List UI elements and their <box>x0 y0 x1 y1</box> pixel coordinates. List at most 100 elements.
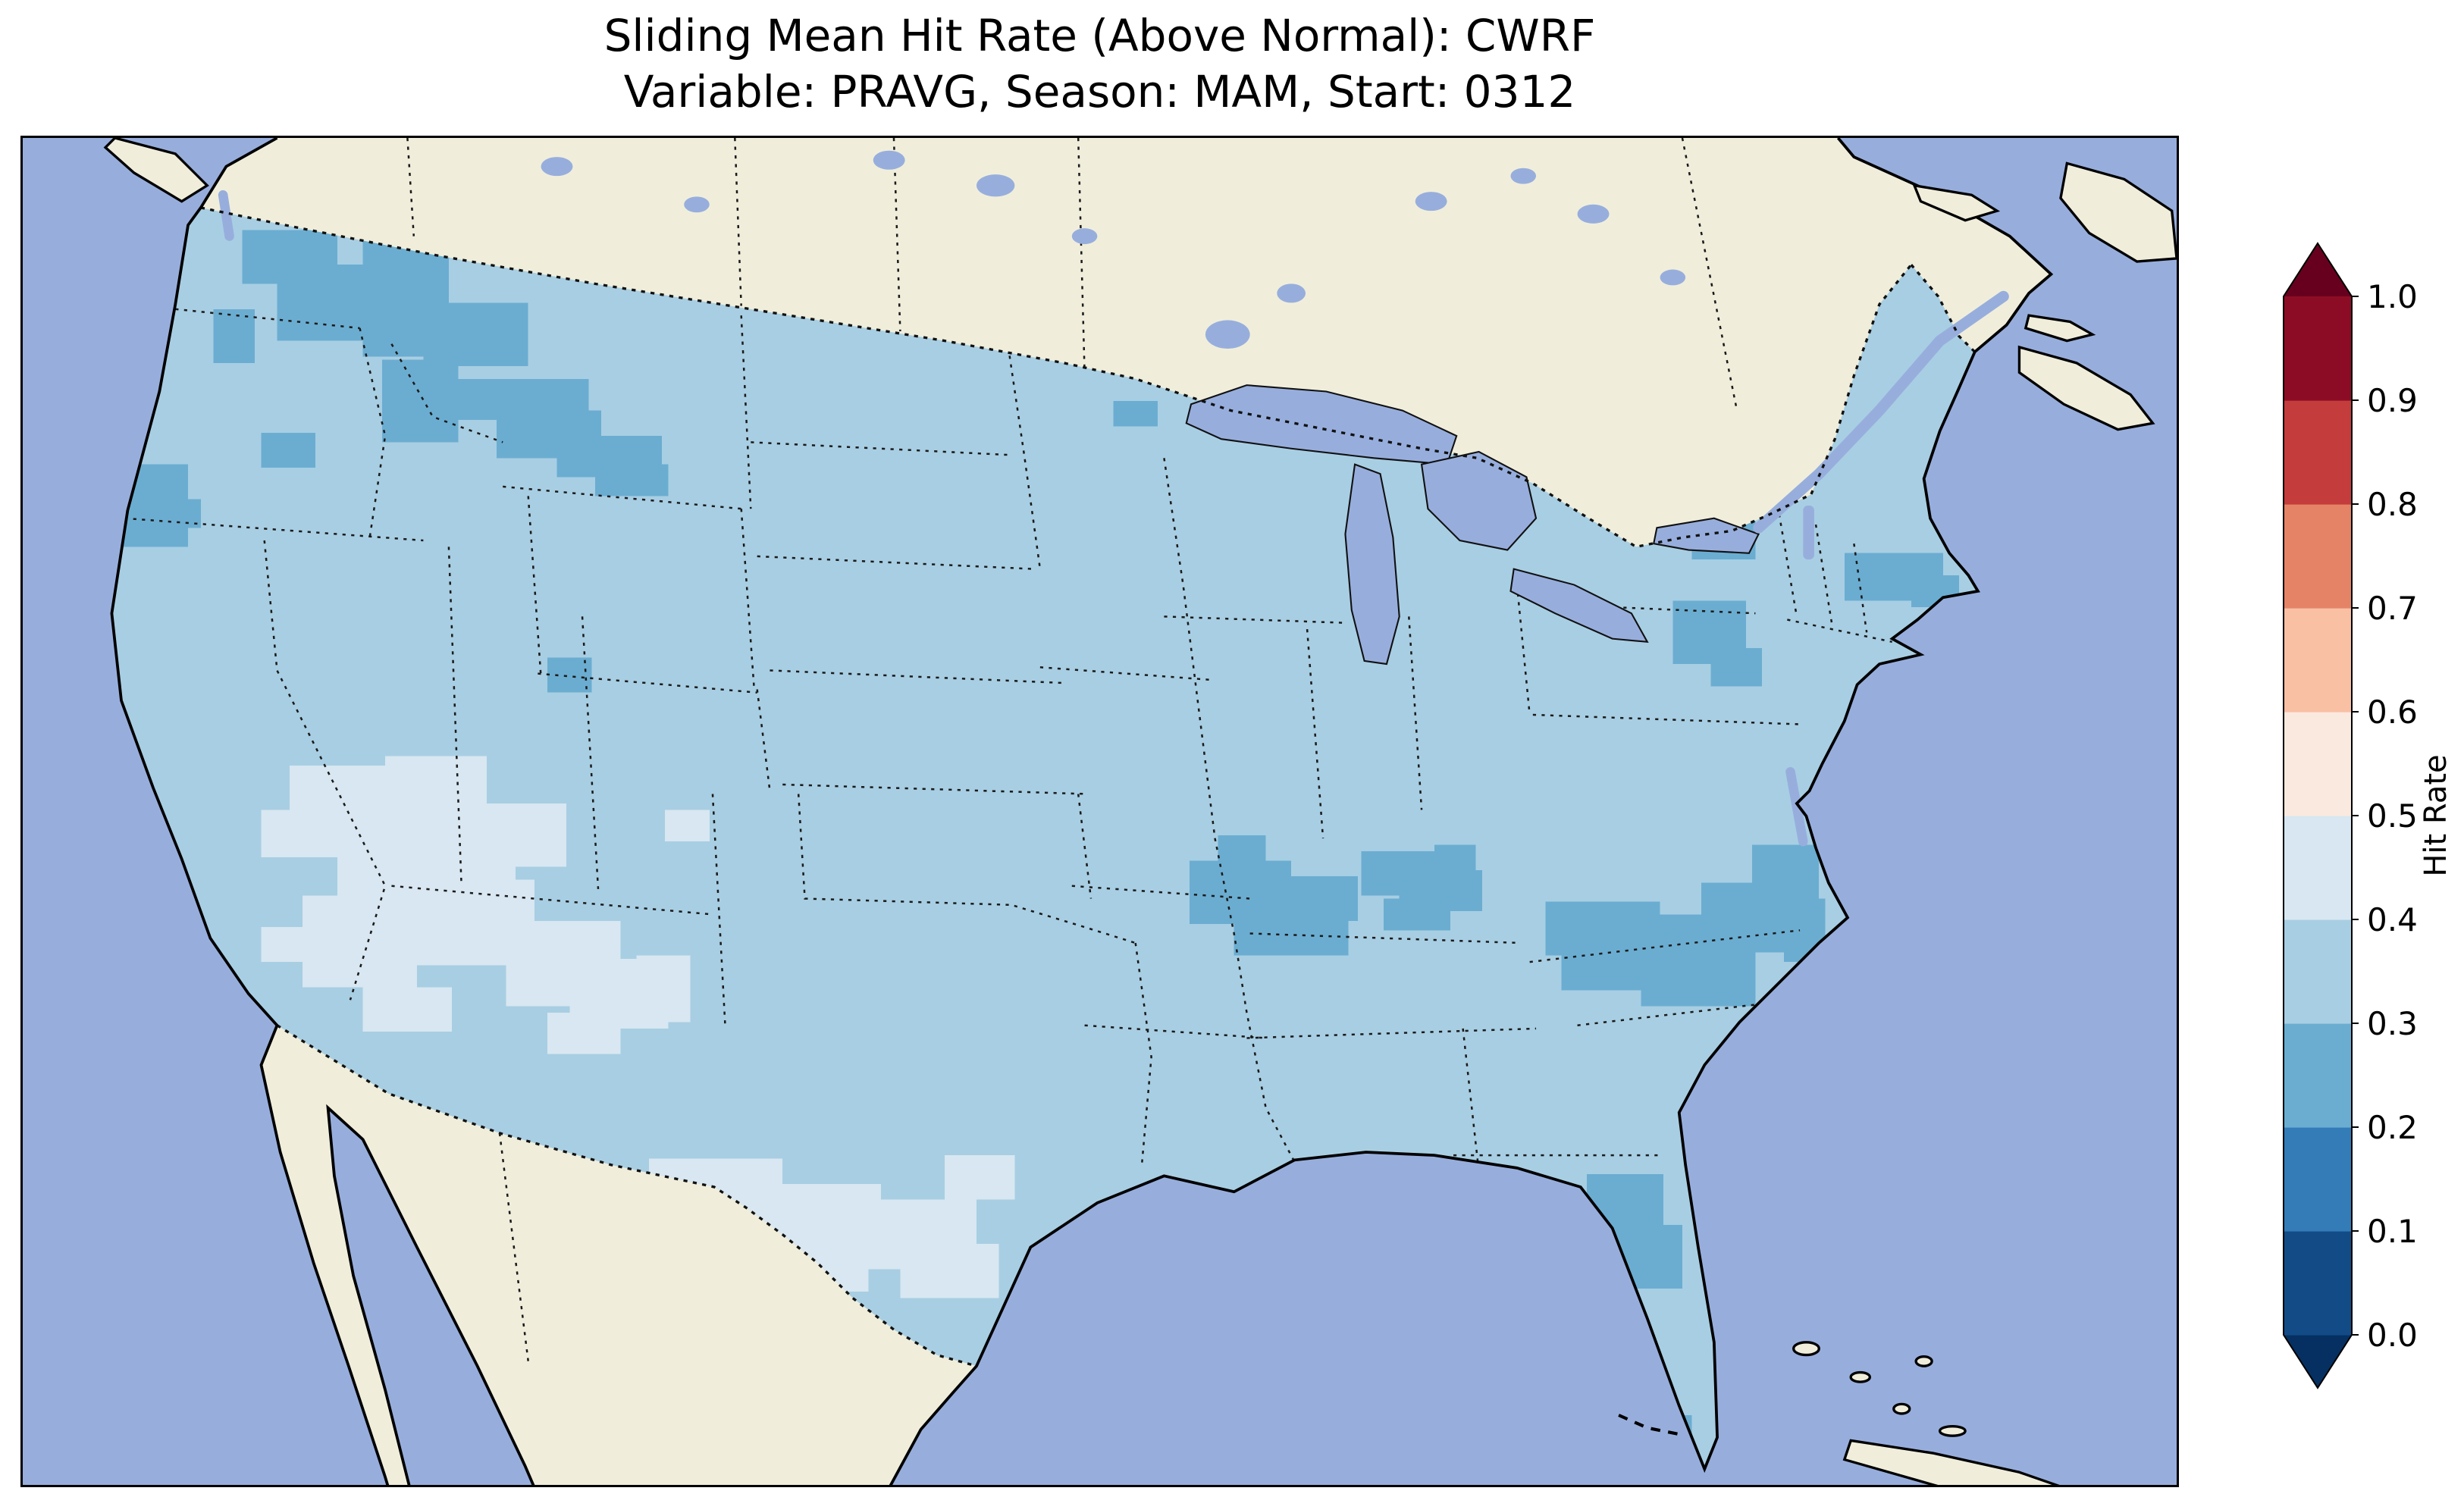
us-state-borders-shape <box>1776 505 1798 617</box>
us-state-borders-shape <box>1071 885 1250 900</box>
colorbar-segment-8 <box>2284 400 2352 505</box>
us-state-borders-shape <box>390 343 503 443</box>
colorbar-segment-2 <box>2284 1023 2352 1128</box>
hit-rate-patch-bin2 <box>547 657 592 693</box>
hit-rate-patch-bin2 <box>1218 835 1266 867</box>
canada-mexico-province-borders-shape <box>1681 138 1738 408</box>
lakes-shape <box>1577 204 1610 224</box>
st-lawrence-river <box>1753 290 2009 534</box>
colorbar-segment-4 <box>2284 816 2352 920</box>
colorbar-tick-label: 0.2 <box>2367 1109 2418 1146</box>
colorbar-svg: 0.0 0.1 0.2 0.3 0.4 0.5 0.6 0.7 0.8 0.9 1.0 Hit Rat… <box>2283 242 2453 1389</box>
hit-rate-patch-bin4 <box>636 955 691 1023</box>
bahamas-island <box>1792 1341 1820 1357</box>
hit-rate-patch-bin4 <box>385 756 487 826</box>
us-state-borders-shape <box>1462 1028 1480 1172</box>
lakes-shape <box>1277 283 1306 303</box>
hit-rate-patch-bin2 <box>1752 844 1820 899</box>
colorbar-segment-5 <box>2284 712 2352 816</box>
canada-mexico-province-borders-shape <box>498 1132 529 1362</box>
us-state-borders-shape <box>1306 628 1324 839</box>
bahamas-island <box>1914 1355 1933 1367</box>
colorbar-segment-3 <box>2284 919 2352 1024</box>
us-state-borders-shape <box>1532 713 1801 725</box>
colorbar-tick-label: 0.7 <box>2367 590 2418 627</box>
hit-rate-patch-bin4 <box>261 810 315 858</box>
lakes-shape <box>1071 228 1098 245</box>
lake-huron <box>1420 450 1538 551</box>
us-state-borders-shape <box>1853 543 1868 633</box>
hit-rate-patch-bin2 <box>1383 898 1450 931</box>
colorbar-tick-label: 0.0 <box>2367 1317 2418 1354</box>
lakes <box>218 150 2009 847</box>
prince-edward-island <box>2024 314 2096 343</box>
lakes-shape <box>1660 269 1686 286</box>
us-state-borders-shape <box>538 672 757 694</box>
bahamas-island <box>1938 1424 1967 1437</box>
hit-rate-patch-bin4 <box>303 895 417 988</box>
colorbar-segment-1 <box>2284 1127 2352 1232</box>
hit-rate-patch-bin2 <box>1710 648 1762 687</box>
hit-rate-patch-bin4 <box>665 810 710 842</box>
us-state-borders-shape <box>770 669 1066 684</box>
bahamas-island <box>1849 1370 1872 1383</box>
us-state-borders-shape <box>1529 929 1801 963</box>
us-canada-border <box>200 206 1913 549</box>
chesapeake-bay <box>1785 766 1808 847</box>
canada-mexico-province-borders-shape <box>892 138 901 332</box>
lakes-shape <box>1415 192 1447 211</box>
us-state-borders-shape <box>740 315 752 509</box>
hit-rate-patch-bin4 <box>261 927 303 963</box>
colorbar-segment-6 <box>2284 608 2352 713</box>
hit-rate-patch-bin2 <box>1291 876 1359 921</box>
hit-rate-patch-bin4 <box>945 1155 1015 1200</box>
us-state-borders-shape <box>1787 619 1892 644</box>
chart-title-line1: Sliding Mean Hit Rate (Above Normal): CW… <box>603 10 1596 61</box>
us-state-borders-shape <box>1077 794 1092 899</box>
us-state-borders-shape <box>1408 616 1423 810</box>
puget-sound <box>218 189 234 241</box>
colorbar-axis-label: Hit Rate <box>2419 754 2453 876</box>
lakes-shape <box>977 174 1015 197</box>
nova-scotia <box>2017 345 2155 431</box>
colorbar-tick-label: 0.8 <box>2367 486 2418 523</box>
lake-michigan <box>1344 463 1400 666</box>
us-mexico-border <box>276 1024 977 1367</box>
us-canada-border-maine <box>1910 264 1976 353</box>
hit-rate-patch-bin2 <box>1641 962 1756 1007</box>
colorbar-segment-7 <box>2284 504 2352 609</box>
us-state-borders-shape <box>1039 666 1212 681</box>
lake-ontario <box>1652 517 1760 554</box>
us-state-borders-shape <box>757 555 1034 570</box>
colorbar: 0.0 0.1 0.2 0.3 0.4 0.5 0.6 0.7 0.8 0.9 1.0 Hit Rat… <box>2273 235 2462 1417</box>
us-state-borders-shape <box>1084 1024 1266 1039</box>
colorbar-tick-label: 0.5 <box>2367 797 2418 835</box>
chart-title-line2: Variable: PRAVG, Season: MAM, Start: 031… <box>623 66 1576 118</box>
lakes-shape <box>1510 168 1537 184</box>
hit-rate-patch-bin4 <box>362 987 453 1032</box>
lake-champlain <box>1803 506 1814 560</box>
us-state-borders-shape <box>1134 942 1152 1165</box>
vancouver-island <box>103 138 209 203</box>
hit-rate-patch-bin4 <box>480 803 567 867</box>
chart-title: Sliding Mean Hit Rate (Above Normal): CW… <box>20 8 2179 120</box>
anticosti-island <box>1912 183 2001 222</box>
newfoundland <box>2059 161 2177 263</box>
map-axes <box>20 136 2179 1487</box>
colorbar-tick-label: 0.9 <box>2367 382 2418 419</box>
us-state-borders-shape <box>359 327 387 541</box>
colorbar-segment-0 <box>2284 1231 2352 1336</box>
bahamas-island <box>1892 1402 1911 1415</box>
canada-mexico-province-borders <box>406 138 1738 1362</box>
colorbar-over-arrow <box>2284 243 2352 296</box>
colorbar-under-arrow <box>2284 1335 2352 1388</box>
islands <box>103 138 2177 1485</box>
national-borders <box>200 206 1976 1367</box>
colorbar-tick-label: 0.4 <box>2367 901 2418 938</box>
coastline <box>110 138 2054 1485</box>
conus-hit-rate-map <box>23 138 2177 1485</box>
us-state-borders-shape <box>1163 458 1296 1163</box>
hit-rate-patch-bin2 <box>423 302 528 367</box>
hit-rate-patch-bin2 <box>1561 952 1644 991</box>
